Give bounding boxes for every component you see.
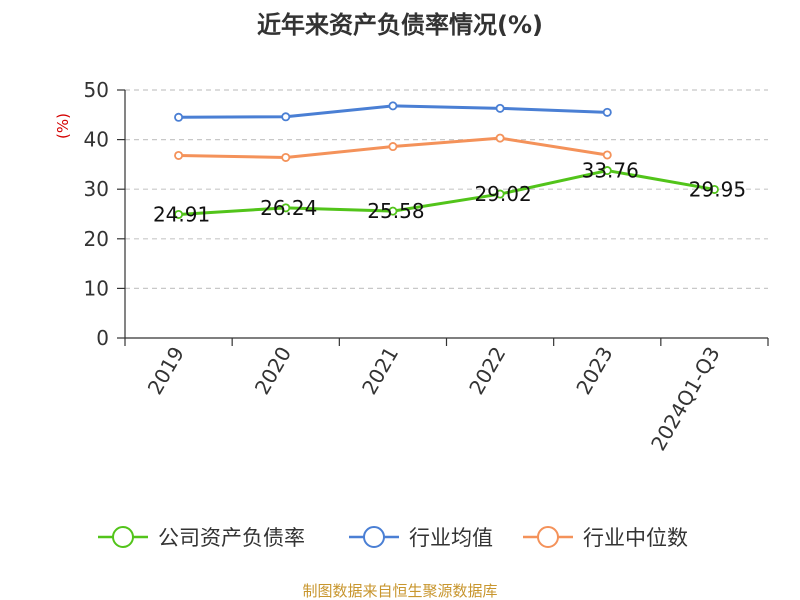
data-label: 33.76 bbox=[582, 159, 639, 183]
x-tick-label: 2020 bbox=[250, 343, 296, 399]
series-line bbox=[178, 169, 715, 216]
y-tick-label: 50 bbox=[84, 78, 109, 102]
legend-item[interactable]: 行业均值 bbox=[349, 526, 493, 550]
legend-item[interactable]: 公司资产负债率 bbox=[98, 526, 305, 550]
series-layer bbox=[174, 101, 719, 219]
data-label: 25.58 bbox=[367, 199, 424, 223]
x-tick-label: 2019 bbox=[143, 343, 189, 399]
data-point bbox=[602, 150, 612, 160]
data-label: 26.24 bbox=[260, 196, 317, 220]
legend-marker bbox=[537, 526, 559, 548]
data-point bbox=[388, 101, 398, 111]
y-tick-label: 0 bbox=[96, 326, 109, 350]
legend-marker bbox=[363, 526, 385, 548]
data-point bbox=[281, 112, 291, 122]
data-point bbox=[602, 166, 612, 176]
legend-label: 行业均值 bbox=[409, 526, 493, 550]
legend-label: 行业中位数 bbox=[583, 526, 688, 550]
data-point bbox=[388, 142, 398, 152]
data-labels: 24.91 26.24 25.58 29.02 33.76 29.95 bbox=[153, 159, 746, 227]
grid bbox=[125, 89, 768, 289]
x-tick-label: 2024Q1-Q3 bbox=[646, 343, 725, 455]
legend-label: 公司资产负债率 bbox=[158, 526, 305, 550]
data-point bbox=[281, 203, 291, 213]
data-point bbox=[495, 133, 505, 143]
data-point bbox=[388, 206, 398, 216]
y-tick-label: 40 bbox=[84, 128, 109, 152]
data-label: 24.91 bbox=[153, 202, 210, 226]
data-point bbox=[174, 209, 184, 219]
x-tick-label: 2021 bbox=[357, 343, 403, 399]
y-tick-label: 20 bbox=[84, 227, 109, 251]
data-point bbox=[495, 103, 505, 113]
data-label: 29.02 bbox=[474, 182, 531, 206]
legend[interactable]: 公司资产负债率 行业均值 行业中位数 bbox=[98, 526, 688, 550]
y-axis-label: (%) bbox=[54, 113, 72, 139]
legend-item[interactable]: 行业中位数 bbox=[523, 526, 688, 550]
x-tick-label: 2023 bbox=[571, 343, 617, 399]
chart-title: 近年来资产负债率情况(%) bbox=[257, 11, 543, 39]
data-point bbox=[174, 150, 184, 160]
y-tick-label: 10 bbox=[84, 276, 109, 300]
data-point bbox=[281, 152, 291, 162]
data-point bbox=[602, 107, 612, 117]
axes: 0 10 20 30 40 50 2019 2020 2021 2022 2023 2024Q1-Q3 bbox=[84, 78, 769, 455]
y-tick-label: 30 bbox=[84, 177, 109, 201]
x-tick-label: 2022 bbox=[464, 343, 510, 399]
data-point bbox=[174, 112, 184, 122]
data-point bbox=[495, 189, 505, 199]
legend-marker bbox=[112, 526, 134, 548]
source-note: 制图数据来自恒生聚源数据库 bbox=[302, 582, 497, 600]
data-label: 29.95 bbox=[689, 177, 746, 201]
data-point bbox=[709, 184, 719, 194]
